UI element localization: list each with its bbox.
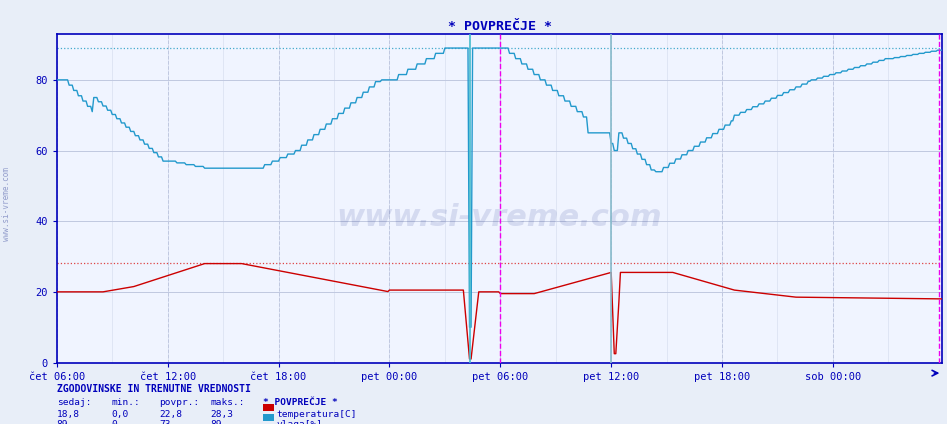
Text: 73: 73 bbox=[159, 420, 170, 424]
Text: www.si-vreme.com: www.si-vreme.com bbox=[2, 167, 11, 240]
Text: 28,3: 28,3 bbox=[210, 410, 233, 419]
Text: 0: 0 bbox=[112, 420, 117, 424]
Text: 0,0: 0,0 bbox=[112, 410, 129, 419]
Text: povpr.:: povpr.: bbox=[159, 398, 200, 407]
Title: * POVPREČJE *: * POVPREČJE * bbox=[448, 20, 551, 33]
Text: temperatura[C]: temperatura[C] bbox=[277, 410, 357, 419]
Text: 22,8: 22,8 bbox=[159, 410, 182, 419]
Text: www.si-vreme.com: www.si-vreme.com bbox=[337, 204, 662, 232]
Text: * POVPREČJE *: * POVPREČJE * bbox=[263, 398, 338, 407]
Text: ZGODOVINSKE IN TRENUTNE VREDNOSTI: ZGODOVINSKE IN TRENUTNE VREDNOSTI bbox=[57, 384, 251, 394]
Text: min.:: min.: bbox=[112, 398, 140, 407]
Text: vlaga[%]: vlaga[%] bbox=[277, 420, 323, 424]
Text: 18,8: 18,8 bbox=[57, 410, 80, 419]
Text: maks.:: maks.: bbox=[210, 398, 244, 407]
Text: 89: 89 bbox=[210, 420, 222, 424]
Text: 89: 89 bbox=[57, 420, 68, 424]
Text: sedaj:: sedaj: bbox=[57, 398, 91, 407]
